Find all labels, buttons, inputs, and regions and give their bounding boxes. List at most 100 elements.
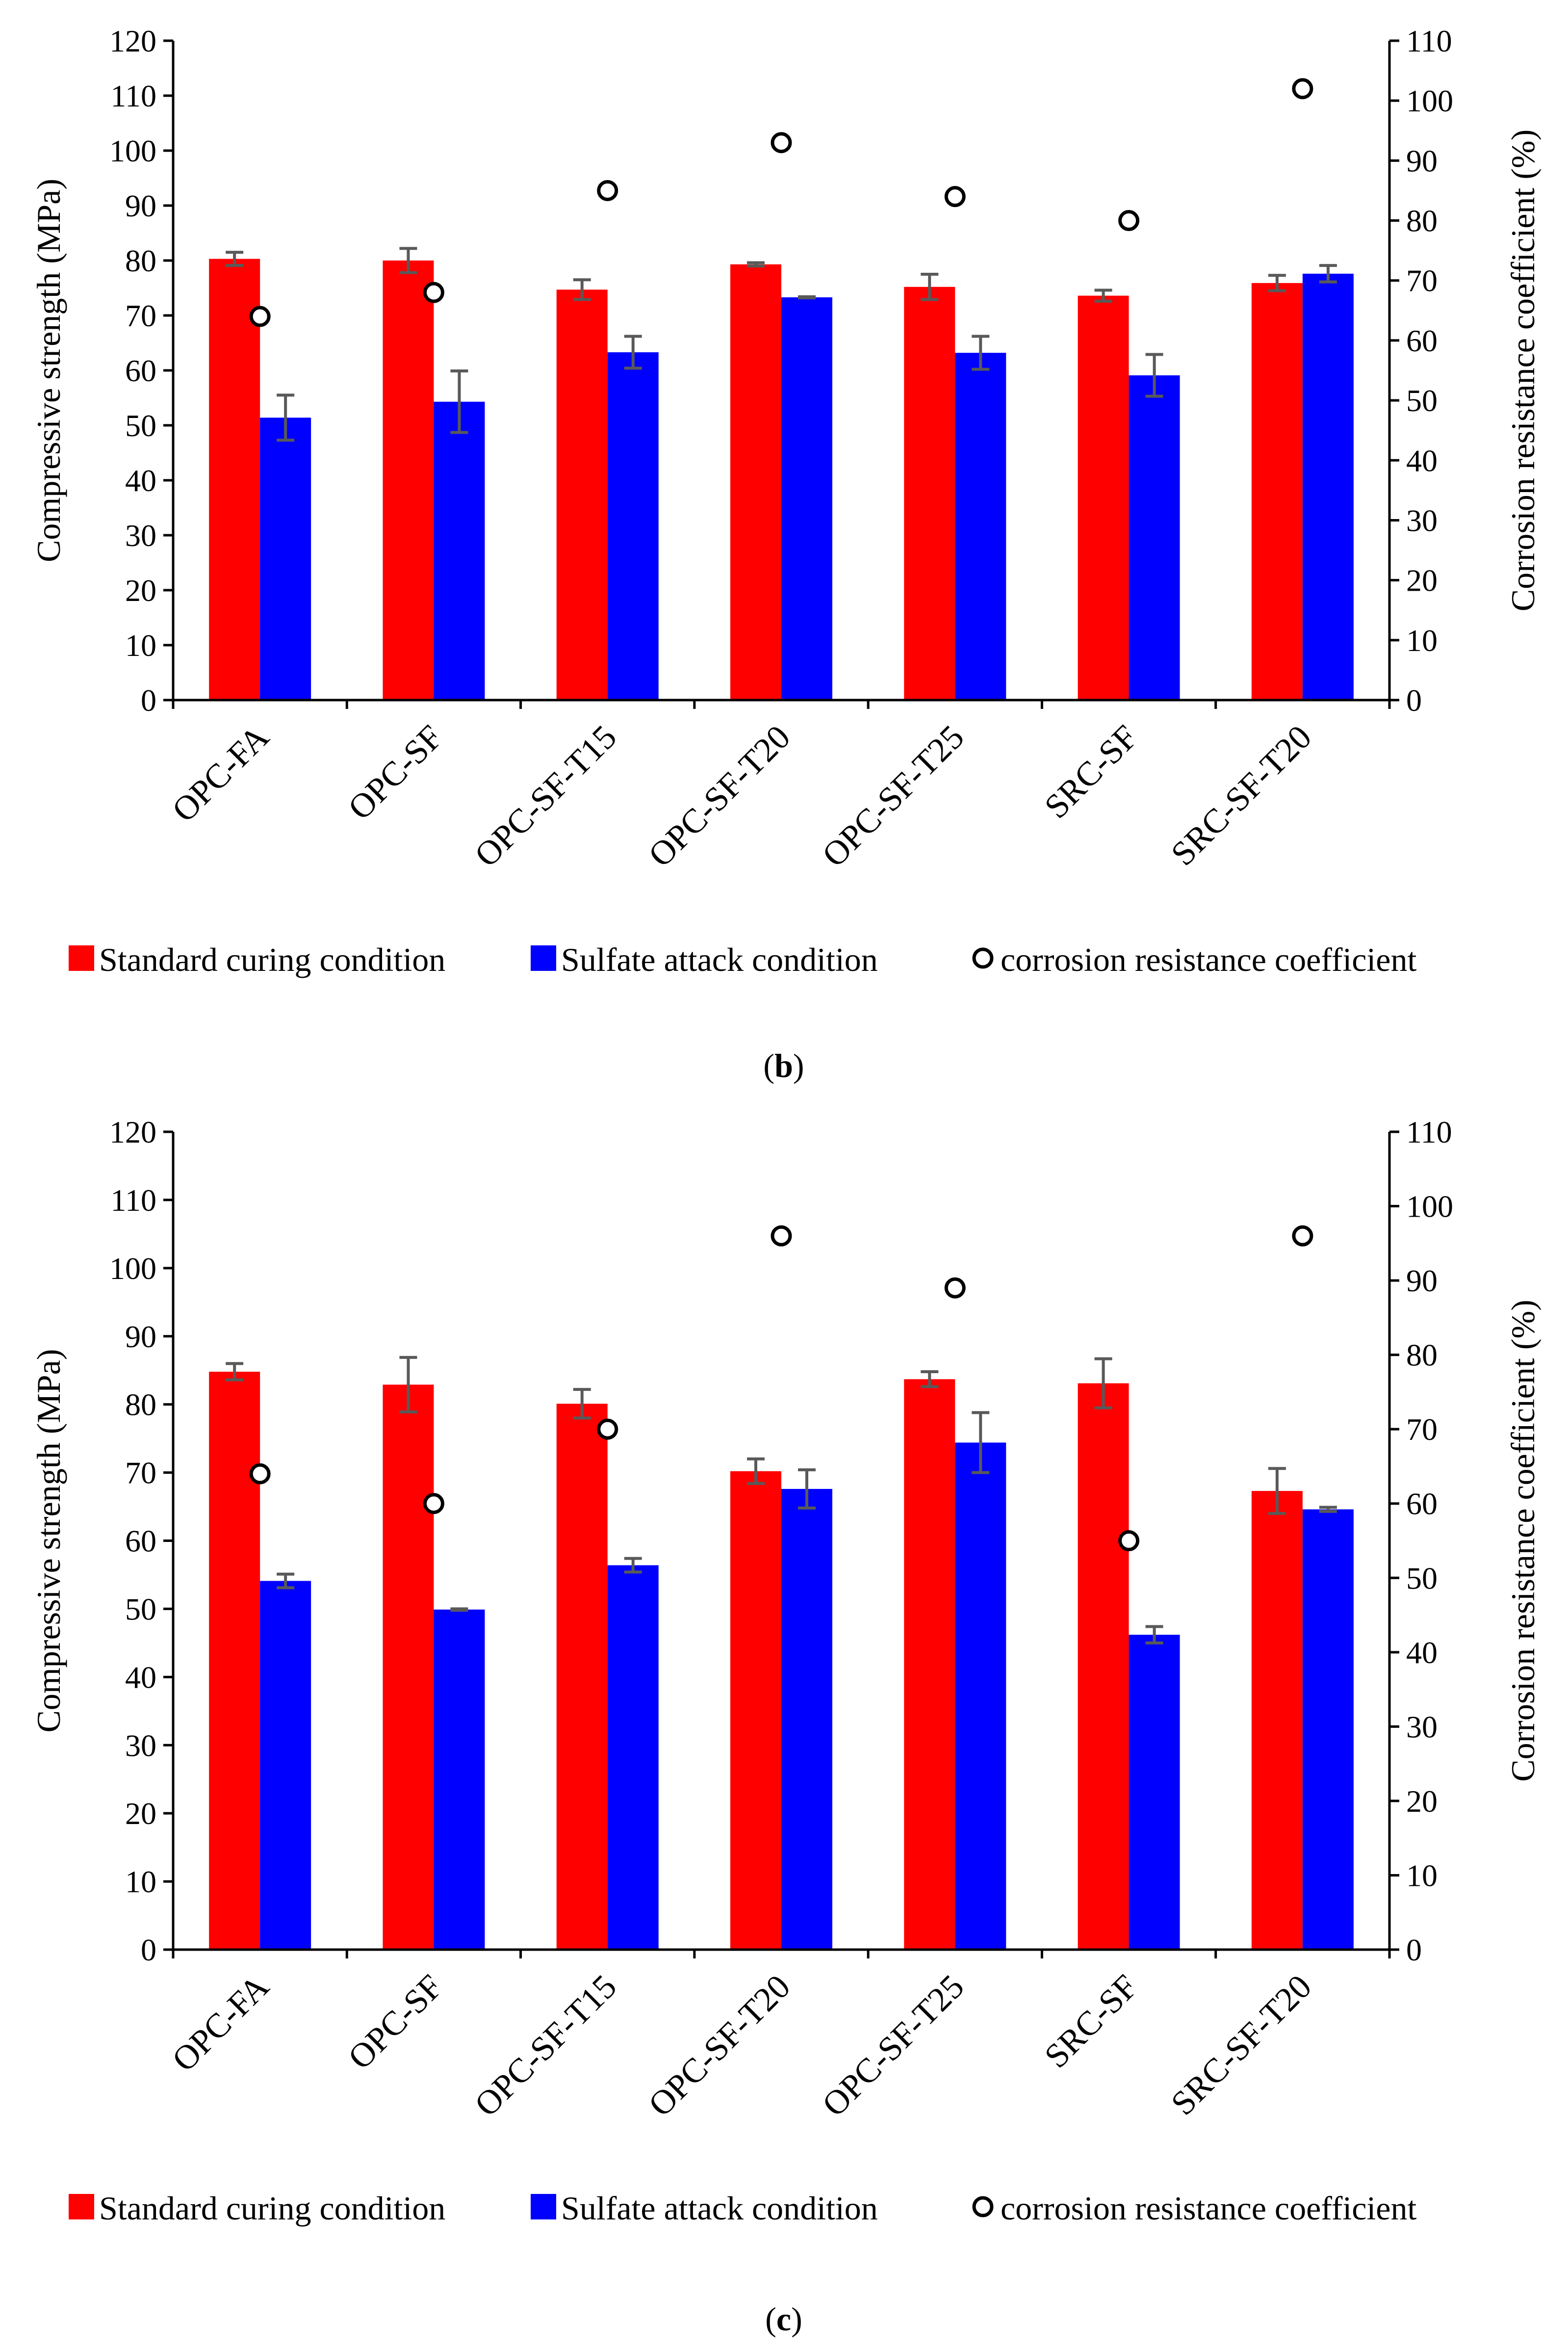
- sulfate-attack-errorbar-OPC-SF-T25: [972, 1411, 990, 1474]
- left-tick-label: 50: [125, 1591, 156, 1626]
- left-tick-label: 80: [125, 1387, 156, 1422]
- left-tick-label: 70: [125, 298, 156, 333]
- sulfate-attack-bar-OPC-SF-T20: [781, 297, 832, 700]
- right-tick-label: 50: [1406, 383, 1438, 418]
- sulfate-attack-errorbar-OPC-FA: [277, 393, 295, 442]
- chart-panel-b: 0 10 20 30 40 50 60 70 80 90 100 110 120 0 10 20 30 40 50 6…: [30, 24, 1542, 1084]
- standard-curing-errorbar-OPC-SF-T20: [747, 1457, 765, 1485]
- standard-curing-bar-OPC-FA: [209, 259, 260, 700]
- category-label: OPC-SF-T25: [815, 1968, 971, 2124]
- standard-curing-bar-OPC-SF-T20: [730, 1471, 781, 1950]
- standard-curing-bar-OPC-SF-T20: [730, 264, 781, 700]
- left-tick-label: 120: [109, 24, 156, 58]
- left-tick-label: 50: [125, 408, 156, 443]
- right-tick-label: 110: [1406, 1115, 1452, 1149]
- sulfate-attack-errorbar-OPC-SF-T25: [972, 335, 990, 371]
- right-tick-label: 30: [1406, 503, 1438, 538]
- category-label: OPC-SF-T20: [642, 1968, 797, 2124]
- panel-label-open: (: [765, 2300, 776, 2338]
- corrosion-coefficient-point-OPC-SF: [423, 1493, 444, 1514]
- corrosion-coefficient-point-OPC-SF-T15: [597, 180, 618, 201]
- right-tick-label: 50: [1406, 1561, 1438, 1595]
- sulfate-attack-errorbar-OPC-SF-T20: [798, 1468, 816, 1510]
- corrosion-coefficient-point-OPC-FA: [249, 1463, 271, 1485]
- right-tick-label: 90: [1406, 143, 1438, 178]
- standard-curing-bar-SRC-SF-T20: [1251, 283, 1303, 700]
- right-tick-label: 0: [1406, 1932, 1422, 1967]
- standard-curing-errorbar-SRC-SF-T20: [1268, 274, 1286, 292]
- left-tick-label: 30: [125, 518, 156, 553]
- sulfate-attack-errorbar-SRC-SF-T20: [1319, 1506, 1337, 1513]
- corrosion-coefficient-point-OPC-SF-T20: [771, 1225, 792, 1247]
- right-tick-label: 60: [1406, 323, 1438, 358]
- sulfate-attack-bar-OPC-FA: [260, 1581, 311, 1950]
- left-tick-label: 40: [125, 463, 156, 498]
- legend: Standard curing condition Sulfate attack …: [69, 941, 1416, 978]
- panel-label: (c): [765, 2300, 802, 2338]
- sulfate-attack-bar-SRC-SF: [1129, 1635, 1180, 1950]
- sulfate-attack-errorbar-OPC-SF: [450, 1607, 468, 1612]
- corrosion-coefficient-point-OPC-SF-T15: [597, 1418, 618, 1440]
- standard-curing-errorbar-SRC-SF: [1094, 1357, 1112, 1409]
- corrosion-coefficient-point-OPC-SF: [423, 282, 444, 303]
- category-label: SRC-SF: [1037, 1968, 1145, 2076]
- corrosion-coefficient-point-SRC-SF-T20: [1292, 1225, 1313, 1247]
- category-label: SRC-SF-T20: [1164, 1968, 1319, 2123]
- left-tick-label: 110: [110, 78, 156, 113]
- chart-panel-c: 0 10 20 30 40 50 60 70 80 90 100 110 120 0 10 20 30 40 50 6…: [30, 1115, 1542, 2338]
- standard-curing-errorbar-OPC-SF-T25: [921, 1370, 939, 1388]
- legend-coefficient-marker: [972, 2196, 994, 2217]
- sulfate-attack-bar-SRC-SF-T20: [1302, 1509, 1354, 1950]
- category-label: SRC-SF: [1037, 718, 1145, 826]
- right-tick-label: 90: [1406, 1263, 1438, 1298]
- category-label: OPC-SF: [341, 1968, 450, 2077]
- standard-curing-errorbar-SRC-SF-T20: [1268, 1467, 1286, 1515]
- category-label: OPC-SF-T15: [468, 718, 624, 874]
- right-tick-label: 40: [1406, 443, 1438, 478]
- right-tick-label: 20: [1406, 563, 1438, 598]
- left-tick-label: 120: [109, 1115, 156, 1149]
- category-label: OPC-FA: [165, 718, 277, 830]
- left-tick-label: 20: [125, 573, 156, 608]
- left-tick-label: 20: [125, 1796, 156, 1831]
- right-tick-label: 10: [1406, 1858, 1438, 1893]
- legend-coefficient-label: corrosion resistance coefficient: [1001, 2190, 1416, 2227]
- legend-standard-swatch: [69, 945, 94, 971]
- category-label: SRC-SF-T20: [1164, 718, 1319, 873]
- standard-curing-errorbar-SRC-SF: [1094, 288, 1112, 303]
- left-tick-label: 80: [125, 243, 156, 278]
- corrosion-coefficient-point-SRC-SF: [1118, 210, 1140, 232]
- right-tick-label: 70: [1406, 1412, 1438, 1447]
- standard-curing-errorbar-OPC-SF-T25: [921, 273, 939, 301]
- standard-curing-bar-OPC-SF: [383, 261, 434, 700]
- corrosion-coefficient-point-OPC-SF-T25: [944, 186, 966, 208]
- sulfate-attack-errorbar-OPC-SF-T15: [624, 1557, 642, 1574]
- standard-curing-errorbar-OPC-SF-T20: [747, 261, 765, 268]
- left-tick-label: 0: [141, 1932, 156, 1967]
- standard-curing-bar-OPC-SF-T15: [556, 289, 608, 700]
- panel-label-close: ): [791, 2300, 802, 2338]
- legend-standard-swatch: [69, 2194, 94, 2219]
- standard-curing-errorbar-OPC-SF-T15: [573, 1388, 591, 1420]
- left-tick-label: 0: [141, 683, 156, 718]
- corrosion-coefficient-point-OPC-SF-T20: [771, 132, 792, 154]
- right-tick-label: 100: [1406, 83, 1453, 118]
- right-tick-label: 20: [1406, 1784, 1438, 1819]
- standard-curing-bar-OPC-SF-T15: [556, 1404, 608, 1950]
- standard-curing-bar-SRC-SF: [1078, 295, 1129, 700]
- right-tick-label: 0: [1406, 683, 1422, 718]
- legend-sulfate-label: Sulfate attack condition: [561, 2190, 878, 2227]
- panel-label: (b): [763, 1047, 804, 1084]
- corrosion-coefficient-point-OPC-SF-T25: [944, 1277, 966, 1299]
- y-axis-title: Compressive strength (MPa): [30, 1349, 67, 1733]
- sulfate-attack-bar-OPC-SF-T15: [607, 352, 659, 700]
- sulfate-attack-bar-SRC-SF-T20: [1302, 273, 1354, 700]
- left-tick-label: 110: [110, 1183, 156, 1218]
- left-tick-label: 100: [109, 1251, 156, 1286]
- left-tick-label: 60: [125, 1524, 156, 1559]
- corrosion-coefficient-point-SRC-SF-T20: [1292, 78, 1313, 100]
- panel-label-open: (: [763, 1047, 774, 1084]
- right-tick-label: 30: [1406, 1709, 1438, 1744]
